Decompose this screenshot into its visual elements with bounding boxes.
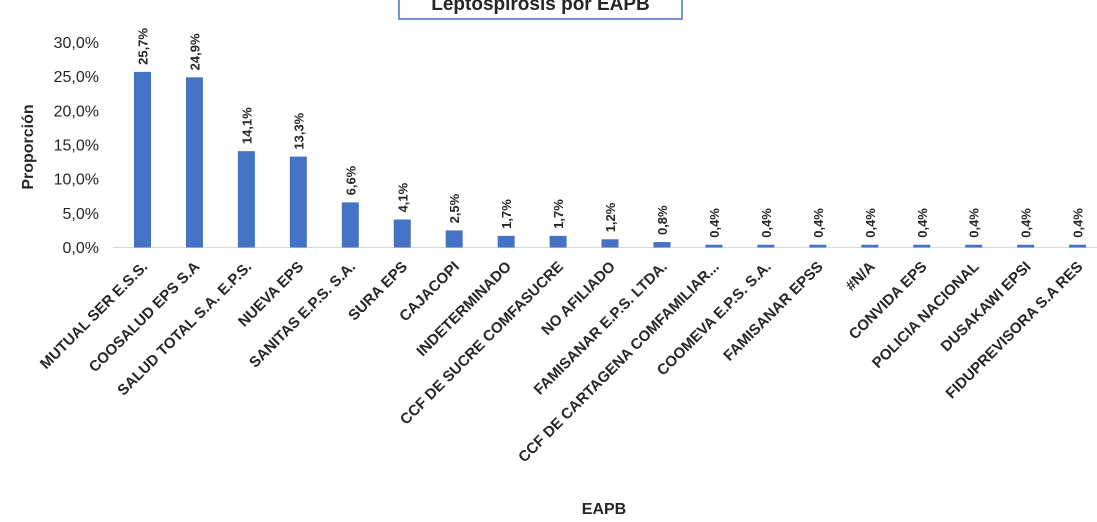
data-label: 0,4% [967,208,982,238]
data-label: 2,5% [447,193,462,223]
data-label: 0,8% [655,205,670,235]
bar [601,239,619,248]
category-label: DUSAKAWI EPSI [938,258,1035,355]
data-label: 14,1% [239,107,254,144]
y-tick-label: 15,0% [54,138,99,155]
data-label: 0,4% [759,208,774,238]
category-label: INDETERMINADO [413,258,515,360]
bar [497,235,515,248]
y-axis-title: Proporción [20,104,37,189]
y-tick-label: 0,0% [63,240,99,257]
x-axis-title: EAPB [582,501,626,518]
data-label: 0,4% [811,208,826,238]
y-tick-label: 10,0% [54,172,99,189]
data-label: 0,4% [1071,208,1086,238]
y-tick-label: 25,0% [54,69,99,86]
y-axis-ticks: 0,0% 5,0% 10,0% 15,0% 20,0% 25,0% 30,0% [54,35,99,257]
data-label: 25,7% [136,28,151,65]
data-label: 0,4% [915,208,930,238]
data-label: 1,7% [551,199,566,229]
bar [913,244,931,248]
category-label: FAMISANAR EPSS [720,258,826,364]
bar [653,242,671,248]
bar [1069,244,1087,248]
bar [445,230,463,248]
bar [809,244,827,248]
bar [965,244,983,248]
bar [1017,244,1035,248]
y-tick-label: 5,0% [63,206,99,223]
bars-group [134,71,1087,248]
bar [705,244,723,248]
chart-title: Leptospirosis por EAPB [431,0,650,15]
bar [549,235,567,248]
data-label: 0,4% [1019,208,1034,238]
category-label: #N/A [842,258,878,294]
data-label: 4,1% [395,182,410,212]
data-label: 0,4% [707,208,722,238]
chart-title-border [398,0,683,20]
y-tick-label: 20,0% [54,103,99,120]
data-label: 24,9% [187,33,202,70]
data-label: 0,4% [863,208,878,238]
bar [861,244,879,248]
chart-title-box: Leptospirosis por EAPB [398,0,683,20]
bar [289,156,307,248]
y-tick-label: 30,0% [54,35,99,52]
data-label: 1,7% [499,199,514,229]
data-labels-group: 25,7% 24,9% 14,1% 13,3% 6,6% 4,1% 2,5% 1,7% 1,7%… [136,28,1086,238]
data-label: 1,2% [603,202,618,232]
bar [185,77,203,248]
data-label: 13,3% [291,112,306,149]
bar [341,202,359,248]
bar [237,151,255,248]
bar [393,219,411,248]
data-label: 6,6% [343,165,358,195]
category-label: SANITAS E.P.S. S.A. [246,258,359,371]
bar [134,71,151,248]
bar [757,244,775,248]
